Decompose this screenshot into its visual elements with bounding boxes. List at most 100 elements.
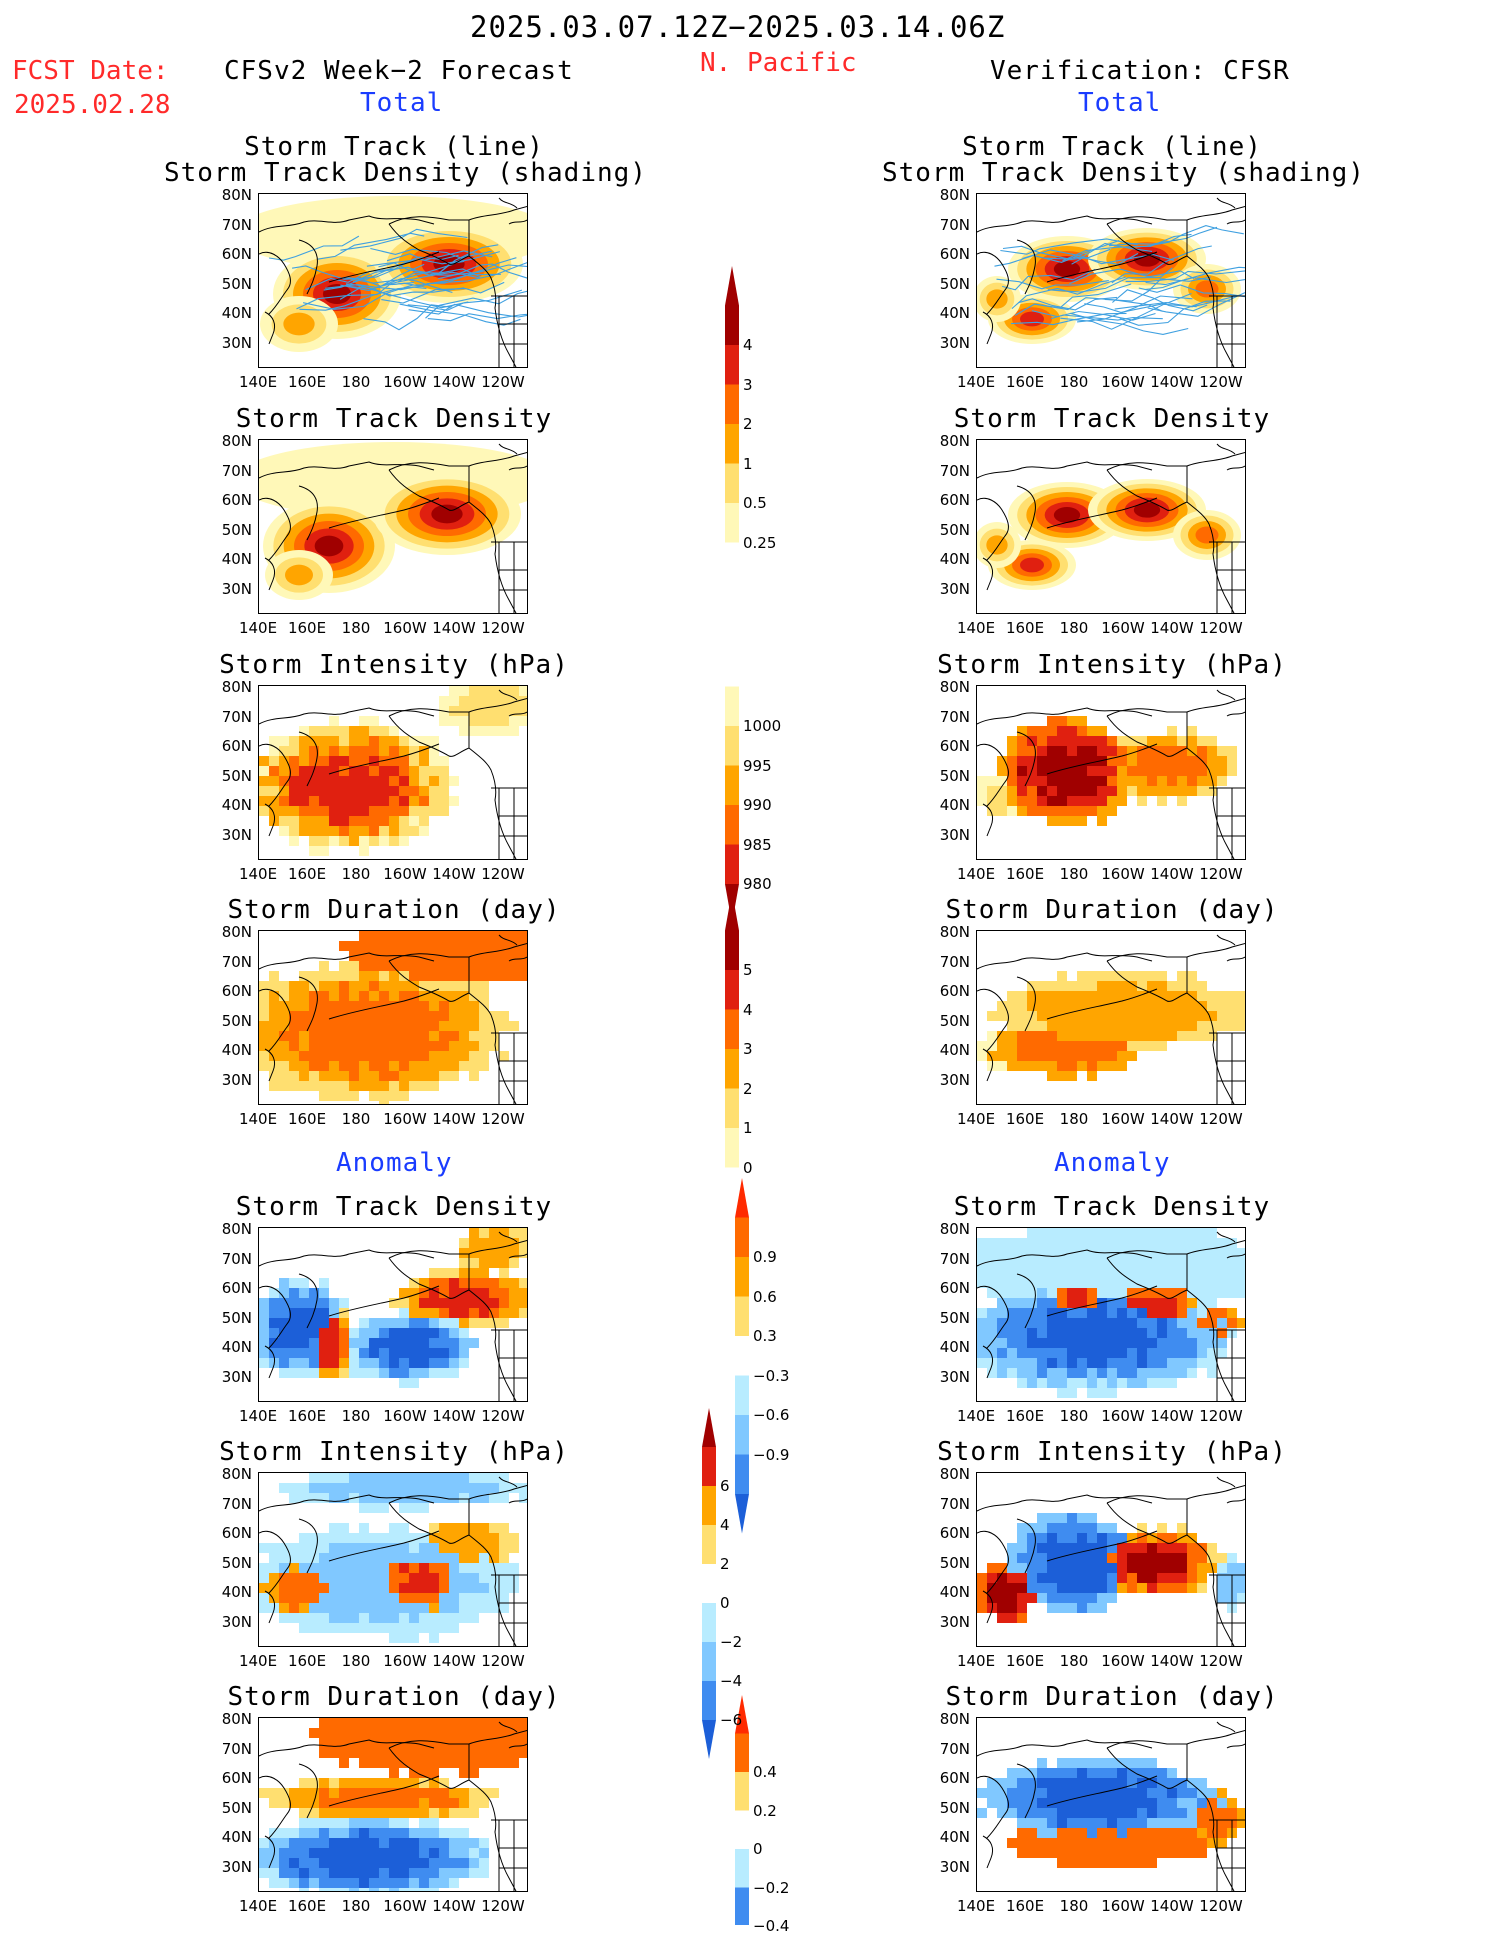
storm-track-line [317,232,425,260]
grid-cell [1027,1818,1037,1828]
grid-cell [419,1348,429,1358]
grid-cell [399,776,409,786]
grid-cell [439,1071,449,1081]
grid-cell [469,1268,479,1278]
grid-cell [329,1613,339,1623]
grid-cell [459,1021,469,1031]
grid-cell [1007,1613,1017,1623]
grid-cell [1177,1021,1187,1031]
grid-cell [1087,1328,1097,1338]
grid-cell [409,1768,419,1778]
lat-tick-label: 40N [939,1583,970,1601]
grid-cell [1147,1808,1157,1818]
grid-cell [429,971,439,981]
grid-cell [439,696,449,706]
grid-cell [369,991,379,1001]
grid-cell [389,1533,399,1543]
grid-cell [1047,736,1057,746]
grid-cell [439,1553,449,1563]
grid-cell [1007,1348,1017,1358]
grid-cell [279,1001,289,1011]
grid-cell [1027,1031,1037,1041]
storm-track-line [305,257,416,291]
grid-cell [1027,1238,1037,1248]
grid-cell [289,796,299,806]
grid-cell [369,1091,379,1101]
grid-cell [1007,1788,1017,1798]
grid-cell [399,1748,409,1758]
grid-cell [1057,1808,1067,1818]
grid-cell [459,1573,469,1583]
grid-cell [319,816,329,826]
grid-cell [977,1278,987,1288]
grid-cell [469,1318,479,1328]
grid-cell [419,776,429,786]
grid-cell [519,1738,527,1748]
colorbar-label: 0 [743,1158,753,1177]
grid-cell [1177,756,1187,766]
grid-cell [1237,1583,1245,1593]
grid-cell [1217,1788,1227,1798]
grid-cell [279,1613,289,1623]
grid-cell [289,1051,299,1061]
grid-cell [977,1788,987,1798]
grid-cell [469,1021,479,1031]
grid-cell [479,1748,489,1758]
grid-cell [359,1041,369,1051]
grid-cell [1177,1798,1187,1808]
storm-track-line [378,260,465,275]
grid-cell [349,1748,359,1758]
grid-cell [399,991,409,1001]
grid-cell [1037,1378,1047,1388]
grid-cell [319,961,329,971]
grid-cell [359,826,369,836]
grid-cell [1157,1308,1167,1318]
grid-cell [1187,1543,1197,1553]
grid-cell [1007,1238,1017,1248]
grid-cell [1097,1778,1107,1788]
grid-cell [1177,1533,1187,1543]
grid-cell [1097,1348,1107,1358]
grid-cell [359,1748,369,1758]
grid-cell [1057,1583,1067,1593]
lon-tick-label: 160W [383,373,427,391]
grid-cell [1207,1308,1217,1318]
lon-tick-label: 120W [1199,1652,1243,1670]
grid-cell [449,981,459,991]
grid-cell [409,961,419,971]
grid-cell [1227,1553,1237,1563]
grid-cell [997,1278,1007,1288]
grid-cell [1187,1328,1197,1338]
grid-cell [489,1041,499,1051]
grid-cell [1047,1553,1057,1563]
grid-cell [1187,1228,1197,1238]
grid-cell [1067,1298,1077,1308]
grid-cell [1017,1848,1027,1858]
grid-cell [279,1583,289,1593]
grid-cell [379,1778,389,1788]
grid-cell [1167,1768,1177,1778]
grid-cell [349,1848,359,1858]
lat-tick-label: 60N [939,982,970,1000]
grid-cell [519,1288,527,1298]
grid-cell [1057,1788,1067,1798]
grid-cell [987,1328,997,1338]
grid-cell [509,1543,519,1553]
grid-cell [389,1838,399,1848]
grid-cell [479,1278,489,1288]
grid-cell [1107,786,1117,796]
grid-cell [319,1838,329,1848]
colorbar-swatch [725,1009,739,1049]
grid-cell [449,1603,459,1613]
grid-cell [1047,716,1057,726]
japan-coast [264,1590,276,1624]
grid-cell [319,1348,329,1358]
grid-cell [1147,756,1157,766]
grid-cell [429,1838,439,1848]
grid-cell [479,991,489,1001]
left-intensity-title: Storm Intensity (hPa) [219,650,569,680]
grid-cell [1137,736,1147,746]
grid-cell [469,961,479,971]
grid-cell [997,1583,1007,1593]
grid-cell [469,716,479,726]
